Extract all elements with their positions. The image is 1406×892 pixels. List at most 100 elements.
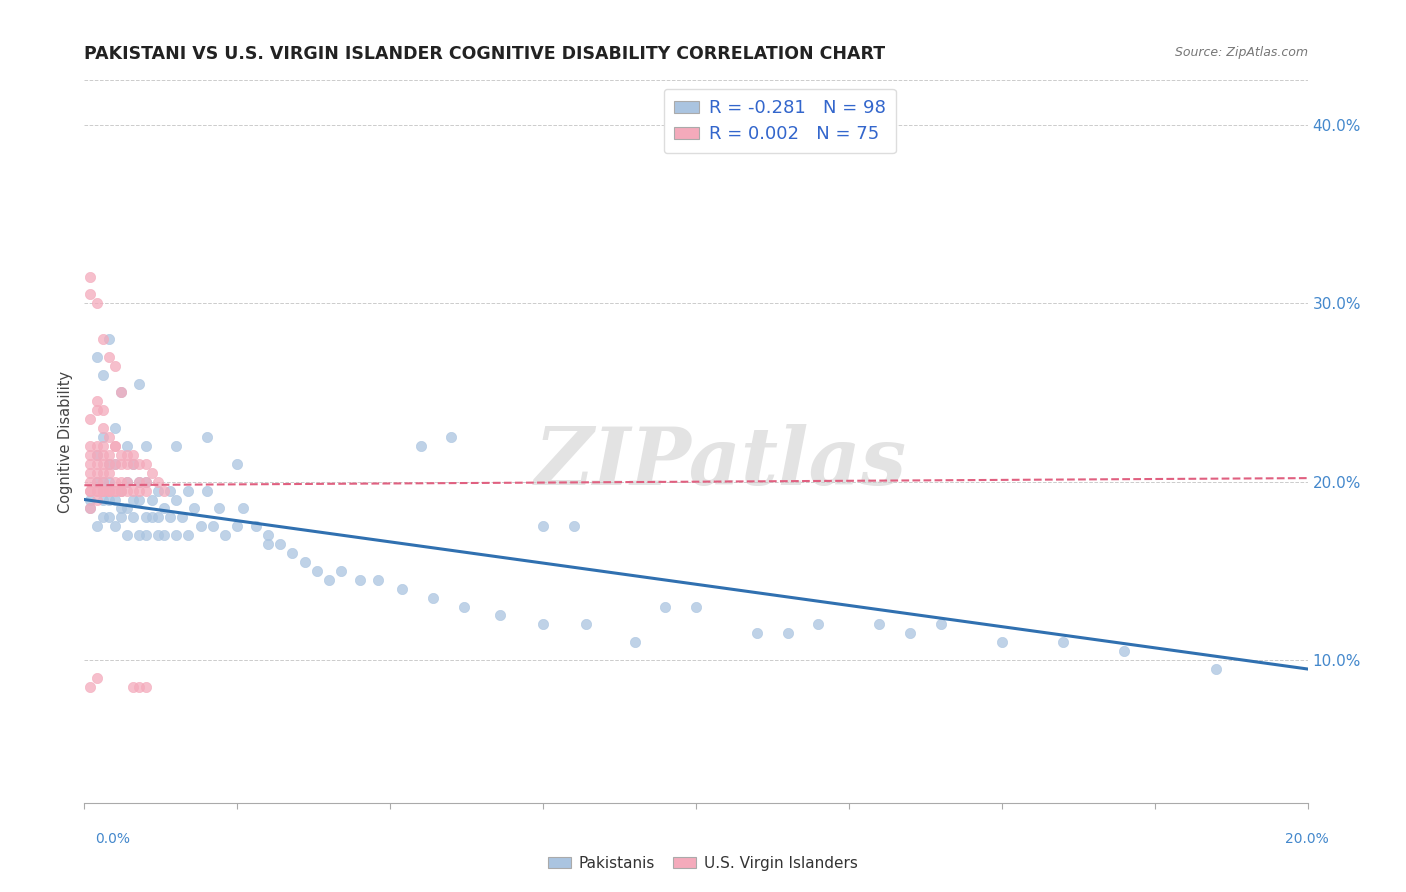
Point xyxy=(146,475,169,489)
Point xyxy=(79,501,101,516)
Point xyxy=(146,483,169,498)
Point xyxy=(195,483,218,498)
Point xyxy=(128,492,150,507)
Point xyxy=(86,466,108,480)
Point xyxy=(257,528,280,542)
Text: 20.0%: 20.0% xyxy=(1285,832,1329,846)
Point xyxy=(654,599,676,614)
Point xyxy=(86,394,108,409)
Point xyxy=(110,483,132,498)
Point xyxy=(97,492,120,507)
Point xyxy=(97,510,120,524)
Point xyxy=(232,501,254,516)
Point xyxy=(281,546,304,560)
Point xyxy=(318,573,340,587)
Point xyxy=(201,519,224,533)
Point xyxy=(86,350,108,364)
Point xyxy=(91,510,114,524)
Point xyxy=(128,483,150,498)
Point xyxy=(135,483,157,498)
Point xyxy=(1052,635,1074,649)
Point xyxy=(110,457,132,471)
Point xyxy=(110,483,132,498)
Point xyxy=(747,626,769,640)
Point xyxy=(86,296,108,310)
Point xyxy=(153,483,176,498)
Point xyxy=(128,457,150,471)
Point xyxy=(91,403,114,417)
Point xyxy=(104,421,127,435)
Point xyxy=(91,483,114,498)
Point xyxy=(79,466,101,480)
Point xyxy=(330,564,353,578)
Point xyxy=(97,350,120,364)
Point xyxy=(135,457,157,471)
Point xyxy=(115,483,138,498)
Point xyxy=(91,483,114,498)
Point xyxy=(257,537,280,551)
Point xyxy=(86,448,108,462)
Point xyxy=(128,475,150,489)
Point xyxy=(97,466,120,480)
Point xyxy=(153,528,176,542)
Point xyxy=(91,448,114,462)
Point xyxy=(183,501,205,516)
Point xyxy=(115,448,138,462)
Point xyxy=(172,510,194,524)
Point xyxy=(110,483,132,498)
Point xyxy=(128,376,150,391)
Point xyxy=(104,439,127,453)
Point xyxy=(79,483,101,498)
Point xyxy=(91,475,114,489)
Point xyxy=(531,617,554,632)
Point xyxy=(86,475,108,489)
Point xyxy=(177,483,200,498)
Point xyxy=(159,483,181,498)
Point xyxy=(141,466,163,480)
Text: 0.0%: 0.0% xyxy=(96,832,131,846)
Point xyxy=(79,475,101,489)
Point xyxy=(91,421,114,435)
Point xyxy=(115,501,138,516)
Point xyxy=(86,671,108,685)
Point xyxy=(97,457,120,471)
Y-axis label: Cognitive Disability: Cognitive Disability xyxy=(58,370,73,513)
Point xyxy=(807,617,830,632)
Text: Source: ZipAtlas.com: Source: ZipAtlas.com xyxy=(1174,46,1308,60)
Point xyxy=(79,680,101,694)
Point xyxy=(110,385,132,400)
Point xyxy=(269,537,291,551)
Point xyxy=(86,492,108,507)
Point xyxy=(91,368,114,382)
Point xyxy=(104,475,127,489)
Point xyxy=(159,510,181,524)
Point xyxy=(97,448,120,462)
Point xyxy=(453,599,475,614)
Point xyxy=(128,680,150,694)
Point xyxy=(97,457,120,471)
Point xyxy=(165,492,187,507)
Point xyxy=(165,439,187,453)
Point xyxy=(110,475,132,489)
Point xyxy=(86,519,108,533)
Point xyxy=(226,519,249,533)
Point xyxy=(122,448,145,462)
Point xyxy=(141,510,163,524)
Point xyxy=(97,483,120,498)
Point xyxy=(122,457,145,471)
Point xyxy=(79,448,101,462)
Point xyxy=(110,385,132,400)
Point xyxy=(929,617,952,632)
Point xyxy=(115,457,138,471)
Point xyxy=(122,680,145,694)
Point xyxy=(79,492,101,507)
Point xyxy=(91,483,114,498)
Point xyxy=(91,466,114,480)
Point xyxy=(122,492,145,507)
Point xyxy=(91,457,114,471)
Point xyxy=(177,528,200,542)
Point xyxy=(135,528,157,542)
Point xyxy=(440,430,463,444)
Point xyxy=(86,403,108,417)
Point xyxy=(115,475,138,489)
